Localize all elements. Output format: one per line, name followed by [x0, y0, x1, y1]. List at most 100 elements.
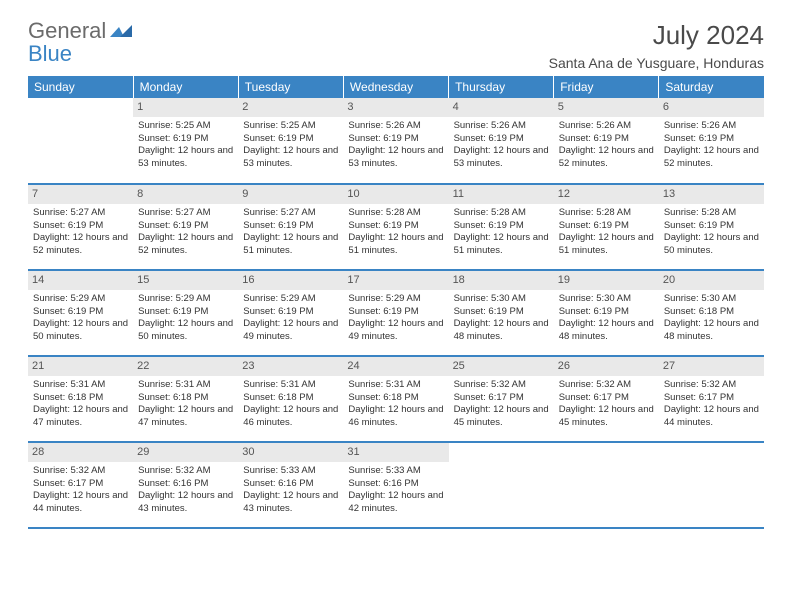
calendar-day-cell: 27Sunrise: 5:32 AMSunset: 6:17 PMDayligh…: [659, 356, 764, 442]
calendar-day-cell: 28Sunrise: 5:32 AMSunset: 6:17 PMDayligh…: [28, 442, 133, 528]
logo-icon: [110, 21, 132, 42]
day-details: Sunrise: 5:30 AMSunset: 6:19 PMDaylight:…: [558, 293, 655, 344]
day-details: Sunrise: 5:31 AMSunset: 6:18 PMDaylight:…: [137, 379, 234, 430]
day-number: 30: [238, 443, 343, 462]
day-details: Sunrise: 5:29 AMSunset: 6:19 PMDaylight:…: [32, 293, 129, 344]
day-number: 1: [133, 98, 238, 117]
day-details: Sunrise: 5:28 AMSunset: 6:19 PMDaylight:…: [347, 207, 444, 258]
day-number: 6: [659, 98, 764, 117]
weekday-header: Thursday: [449, 76, 554, 98]
calendar-week-row: 1Sunrise: 5:25 AMSunset: 6:19 PMDaylight…: [28, 98, 764, 184]
calendar-day-cell: 21 Sunrise: 5:31 AMSunset: 6:18 PMDayligh…: [28, 356, 133, 442]
day-details: Sunrise: 5:31 AMSunset: 6:18 PMDaylight:…: [32, 379, 129, 430]
day-details: Sunrise: 5:28 AMSunset: 6:19 PMDaylight:…: [558, 207, 655, 258]
calendar-day-cell: 14 Sunrise: 5:29 AMSunset: 6:19 PMDayligh…: [28, 270, 133, 356]
calendar-week-row: 21Sunrise: 5:31 AMSunset: 6:18 PMDayligh…: [28, 356, 764, 442]
day-details: Sunrise: 5:29 AMSunset: 6:19 PMDaylight:…: [242, 293, 339, 344]
day-number: 25: [449, 357, 554, 376]
day-number: 5: [554, 98, 659, 117]
logo: General: [28, 20, 134, 42]
day-details: Sunrise: 5:28 AMSunset: 6:19 PMDaylight:…: [453, 207, 550, 258]
day-number: 15: [133, 271, 238, 290]
day-details: Sunrise: 5:26 AMSunset: 6:19 PMDaylight:…: [453, 120, 550, 171]
day-details: Sunrise: 5:32 AMSunset: 6:16 PMDaylight:…: [137, 465, 234, 516]
day-details: Sunrise: 5:27 AMSunset: 6:19 PMDaylight:…: [32, 207, 129, 258]
day-number: 2: [238, 98, 343, 117]
calendar-day-cell: 13 Sunrise: 5:28 AMSunset: 6:19 PMDayligh…: [659, 184, 764, 270]
title-block: July 2024 Santa Ana de Yusguare, Hondura…: [549, 20, 764, 71]
day-details: Sunrise: 5:26 AMSunset: 6:19 PMDaylight:…: [347, 120, 444, 171]
day-details: Sunrise: 5:27 AMSunset: 6:19 PMDaylight:…: [242, 207, 339, 258]
day-number: 3: [343, 98, 448, 117]
day-number: 21: [28, 357, 133, 376]
day-number: 29: [133, 443, 238, 462]
calendar-day-cell: 3 Sunrise: 5:26 AMSunset: 6:19 PMDaylight…: [343, 98, 448, 184]
logo-text-general: General: [28, 20, 106, 42]
day-number: 10: [343, 185, 448, 204]
calendar-day-cell: 22 Sunrise: 5:31 AMSunset: 6:18 PMDayligh…: [133, 356, 238, 442]
calendar-day-cell: [554, 442, 659, 528]
day-details: Sunrise: 5:30 AMSunset: 6:18 PMDaylight:…: [663, 293, 760, 344]
day-number: 11: [449, 185, 554, 204]
day-details: Sunrise: 5:27 AMSunset: 6:19 PMDaylight:…: [137, 207, 234, 258]
calendar-day-cell: [659, 442, 764, 528]
day-number: 17: [343, 271, 448, 290]
day-details: Sunrise: 5:30 AMSunset: 6:19 PMDaylight:…: [453, 293, 550, 344]
day-number: 28: [28, 443, 133, 462]
day-number: 13: [659, 185, 764, 204]
calendar-day-cell: [449, 442, 554, 528]
day-details: Sunrise: 5:31 AMSunset: 6:18 PMDaylight:…: [347, 379, 444, 430]
day-number: 19: [554, 271, 659, 290]
weekday-header: Saturday: [659, 76, 764, 98]
day-details: Sunrise: 5:33 AMSunset: 6:16 PMDaylight:…: [242, 465, 339, 516]
day-details: Sunrise: 5:26 AMSunset: 6:19 PMDaylight:…: [558, 120, 655, 171]
calendar-day-cell: 25 Sunrise: 5:32 AMSunset: 6:17 PMDayligh…: [449, 356, 554, 442]
day-details: Sunrise: 5:32 AMSunset: 6:17 PMDaylight:…: [453, 379, 550, 430]
day-number: 12: [554, 185, 659, 204]
calendar-day-cell: 8 Sunrise: 5:27 AMSunset: 6:19 PMDaylight…: [133, 184, 238, 270]
calendar-day-cell: 10 Sunrise: 5:28 AMSunset: 6:19 PMDayligh…: [343, 184, 448, 270]
day-number: 7: [28, 185, 133, 204]
calendar-day-cell: 11 Sunrise: 5:28 AMSunset: 6:19 PMDayligh…: [449, 184, 554, 270]
day-details: Sunrise: 5:29 AMSunset: 6:19 PMDaylight:…: [137, 293, 234, 344]
month-title: July 2024: [549, 20, 764, 51]
weekday-header: Monday: [133, 76, 238, 98]
day-number: 14: [28, 271, 133, 290]
day-number: 24: [343, 357, 448, 376]
day-details: Sunrise: 5:26 AMSunset: 6:19 PMDaylight:…: [663, 120, 760, 171]
day-number: 9: [238, 185, 343, 204]
calendar-day-cell: 4Sunrise: 5:26 AMSunset: 6:19 PMDaylight…: [449, 98, 554, 184]
weekday-header: Wednesday: [343, 76, 448, 98]
calendar-week-row: 28Sunrise: 5:32 AMSunset: 6:17 PMDayligh…: [28, 442, 764, 528]
day-details: Sunrise: 5:25 AMSunset: 6:19 PMDaylight:…: [242, 120, 339, 171]
calendar-day-cell: 24 Sunrise: 5:31 AMSunset: 6:18 PMDayligh…: [343, 356, 448, 442]
day-number: 23: [238, 357, 343, 376]
calendar-day-cell: 6 Sunrise: 5:26 AMSunset: 6:19 PMDaylight…: [659, 98, 764, 184]
weekday-header: Tuesday: [238, 76, 343, 98]
day-details: Sunrise: 5:31 AMSunset: 6:18 PMDaylight:…: [242, 379, 339, 430]
calendar-day-cell: 30 Sunrise: 5:33 AMSunset: 6:16 PMDayligh…: [238, 442, 343, 528]
day-number: 26: [554, 357, 659, 376]
calendar-day-cell: 15 Sunrise: 5:29 AMSunset: 6:19 PMDayligh…: [133, 270, 238, 356]
calendar-day-cell: 26 Sunrise: 5:32 AMSunset: 6:17 PMDayligh…: [554, 356, 659, 442]
weekday-header: Sunday: [28, 76, 133, 98]
calendar-day-cell: 12 Sunrise: 5:28 AMSunset: 6:19 PMDayligh…: [554, 184, 659, 270]
day-number: 22: [133, 357, 238, 376]
calendar-day-cell: 20Sunrise: 5:30 AMSunset: 6:18 PMDayligh…: [659, 270, 764, 356]
day-number: 31: [343, 443, 448, 462]
day-details: Sunrise: 5:28 AMSunset: 6:19 PMDaylight:…: [663, 207, 760, 258]
calendar-day-cell: [28, 98, 133, 184]
calendar-table: SundayMondayTuesdayWednesdayThursdayFrid…: [28, 76, 764, 529]
calendar-week-row: 7Sunrise: 5:27 AMSunset: 6:19 PMDaylight…: [28, 184, 764, 270]
logo-text-blue: Blue: [28, 43, 72, 65]
day-number: 16: [238, 271, 343, 290]
calendar-day-cell: 31Sunrise: 5:33 AMSunset: 6:16 PMDayligh…: [343, 442, 448, 528]
calendar-header-row: SundayMondayTuesdayWednesdayThursdayFrid…: [28, 76, 764, 98]
calendar-body: 1Sunrise: 5:25 AMSunset: 6:19 PMDaylight…: [28, 98, 764, 528]
day-details: Sunrise: 5:32 AMSunset: 6:17 PMDaylight:…: [558, 379, 655, 430]
day-number: 18: [449, 271, 554, 290]
calendar-week-row: 14Sunrise: 5:29 AMSunset: 6:19 PMDayligh…: [28, 270, 764, 356]
day-number: 27: [659, 357, 764, 376]
calendar-day-cell: 16 Sunrise: 5:29 AMSunset: 6:19 PMDayligh…: [238, 270, 343, 356]
day-number: 8: [133, 185, 238, 204]
